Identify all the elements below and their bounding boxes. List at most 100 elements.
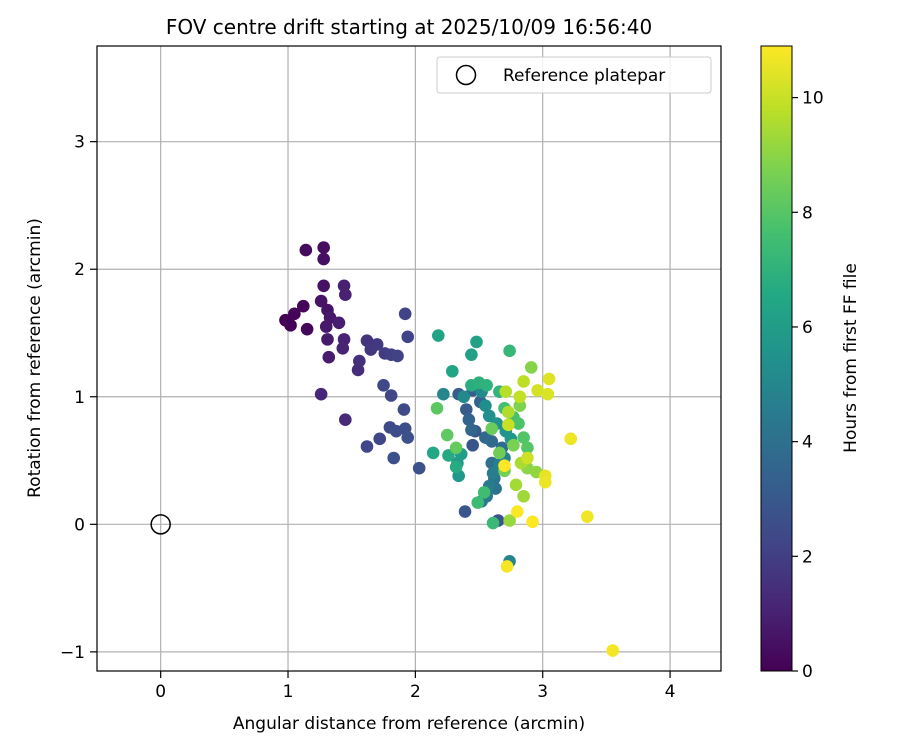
data-point [564,432,578,446]
data-point [445,364,459,378]
reference-platepar-marker [150,514,171,535]
data-point [299,243,313,257]
data-point [509,478,523,492]
data-point [485,422,499,435]
data-point [499,385,513,398]
colorbar-tick-label: 6 [802,318,813,338]
data-point [426,446,440,460]
data-point [471,496,485,509]
data-point [512,417,525,430]
data-point [317,279,330,293]
data-point [531,384,544,397]
data-point [332,316,346,330]
data-point [498,459,511,472]
data-point [485,435,499,448]
data-point [339,288,352,302]
data-point [297,299,310,313]
data-point [319,320,333,333]
data-point [517,375,530,388]
x-tick-label: 0 [155,682,166,702]
data-point [517,489,530,503]
x-tick-label: 3 [537,682,548,702]
data-point [502,418,515,432]
data-point [322,350,336,364]
data-point [440,428,454,442]
data-point [457,390,471,404]
data-point [437,387,450,401]
y-tick-label: 1 [74,388,85,408]
data-point [465,423,478,437]
legend-marker-icon [455,64,477,86]
data-point [503,514,516,527]
data-point [541,387,555,401]
data-point [373,432,387,446]
legend: Reference platepar [436,56,712,94]
data-point [442,449,455,462]
x-axis-label: Angular distance from reference (arcmin) [233,714,585,734]
data-point [542,372,556,386]
colorbar-ticks: 0 2 4 6 8 10 [792,89,824,682]
data-point [317,241,330,254]
colorbar-tick-label: 2 [802,547,813,567]
data-point [321,333,334,346]
data-point [377,378,390,392]
data-point [360,440,374,453]
y-tick-label: 2 [74,260,85,280]
plot-frame [96,45,722,672]
data-point [336,341,350,355]
data-point [288,307,301,321]
data-point [397,403,411,416]
data-point [466,438,479,452]
data-point [580,510,594,523]
data-point [477,486,491,499]
x-tick-label: 2 [410,682,421,702]
data-point [412,461,426,475]
colorbar-tick-label: 10 [802,89,824,109]
x-tick-label: 4 [665,682,676,702]
data-point [524,361,538,374]
data-point [470,335,483,349]
data-point [606,644,620,657]
colorbar-tick-label: 0 [802,662,813,682]
data-point [486,516,500,530]
data-point [500,560,514,573]
data-point [486,466,500,480]
data-point [462,413,476,427]
data-point [339,413,352,427]
data-point [398,307,412,321]
data-point [517,431,530,444]
legend-box [436,56,712,94]
data-point [521,441,534,455]
data-points [279,241,620,657]
data-point [503,344,516,358]
y-axis-ticks: −1 0 1 2 3 [60,133,97,663]
y-tick-label: −1 [60,643,85,663]
legend-label: Reference platepar [503,66,665,86]
y-tick-label: 0 [74,515,85,535]
grid [97,46,721,671]
data-point [458,505,472,518]
data-point [502,405,515,419]
data-point [284,319,297,332]
data-point [314,294,328,308]
colorbar-tick-label: 8 [802,203,813,223]
data-point [510,505,524,518]
data-point [521,451,534,465]
data-point [460,403,473,416]
data-point [526,515,539,529]
data-point [480,378,493,392]
data-point [513,399,527,412]
data-point [391,349,404,363]
data-point [401,431,415,444]
data-point [431,329,445,342]
y-tick-label: 3 [74,133,85,153]
data-point [507,438,520,452]
data-point [317,252,330,266]
data-point [370,338,384,351]
colorbar-label: Hours from first FF file [841,263,861,453]
chart-title: FOV centre drift starting at 2025/10/09 … [166,15,652,39]
x-tick-label: 1 [283,682,294,702]
data-point [482,409,496,423]
data-point [300,322,314,336]
